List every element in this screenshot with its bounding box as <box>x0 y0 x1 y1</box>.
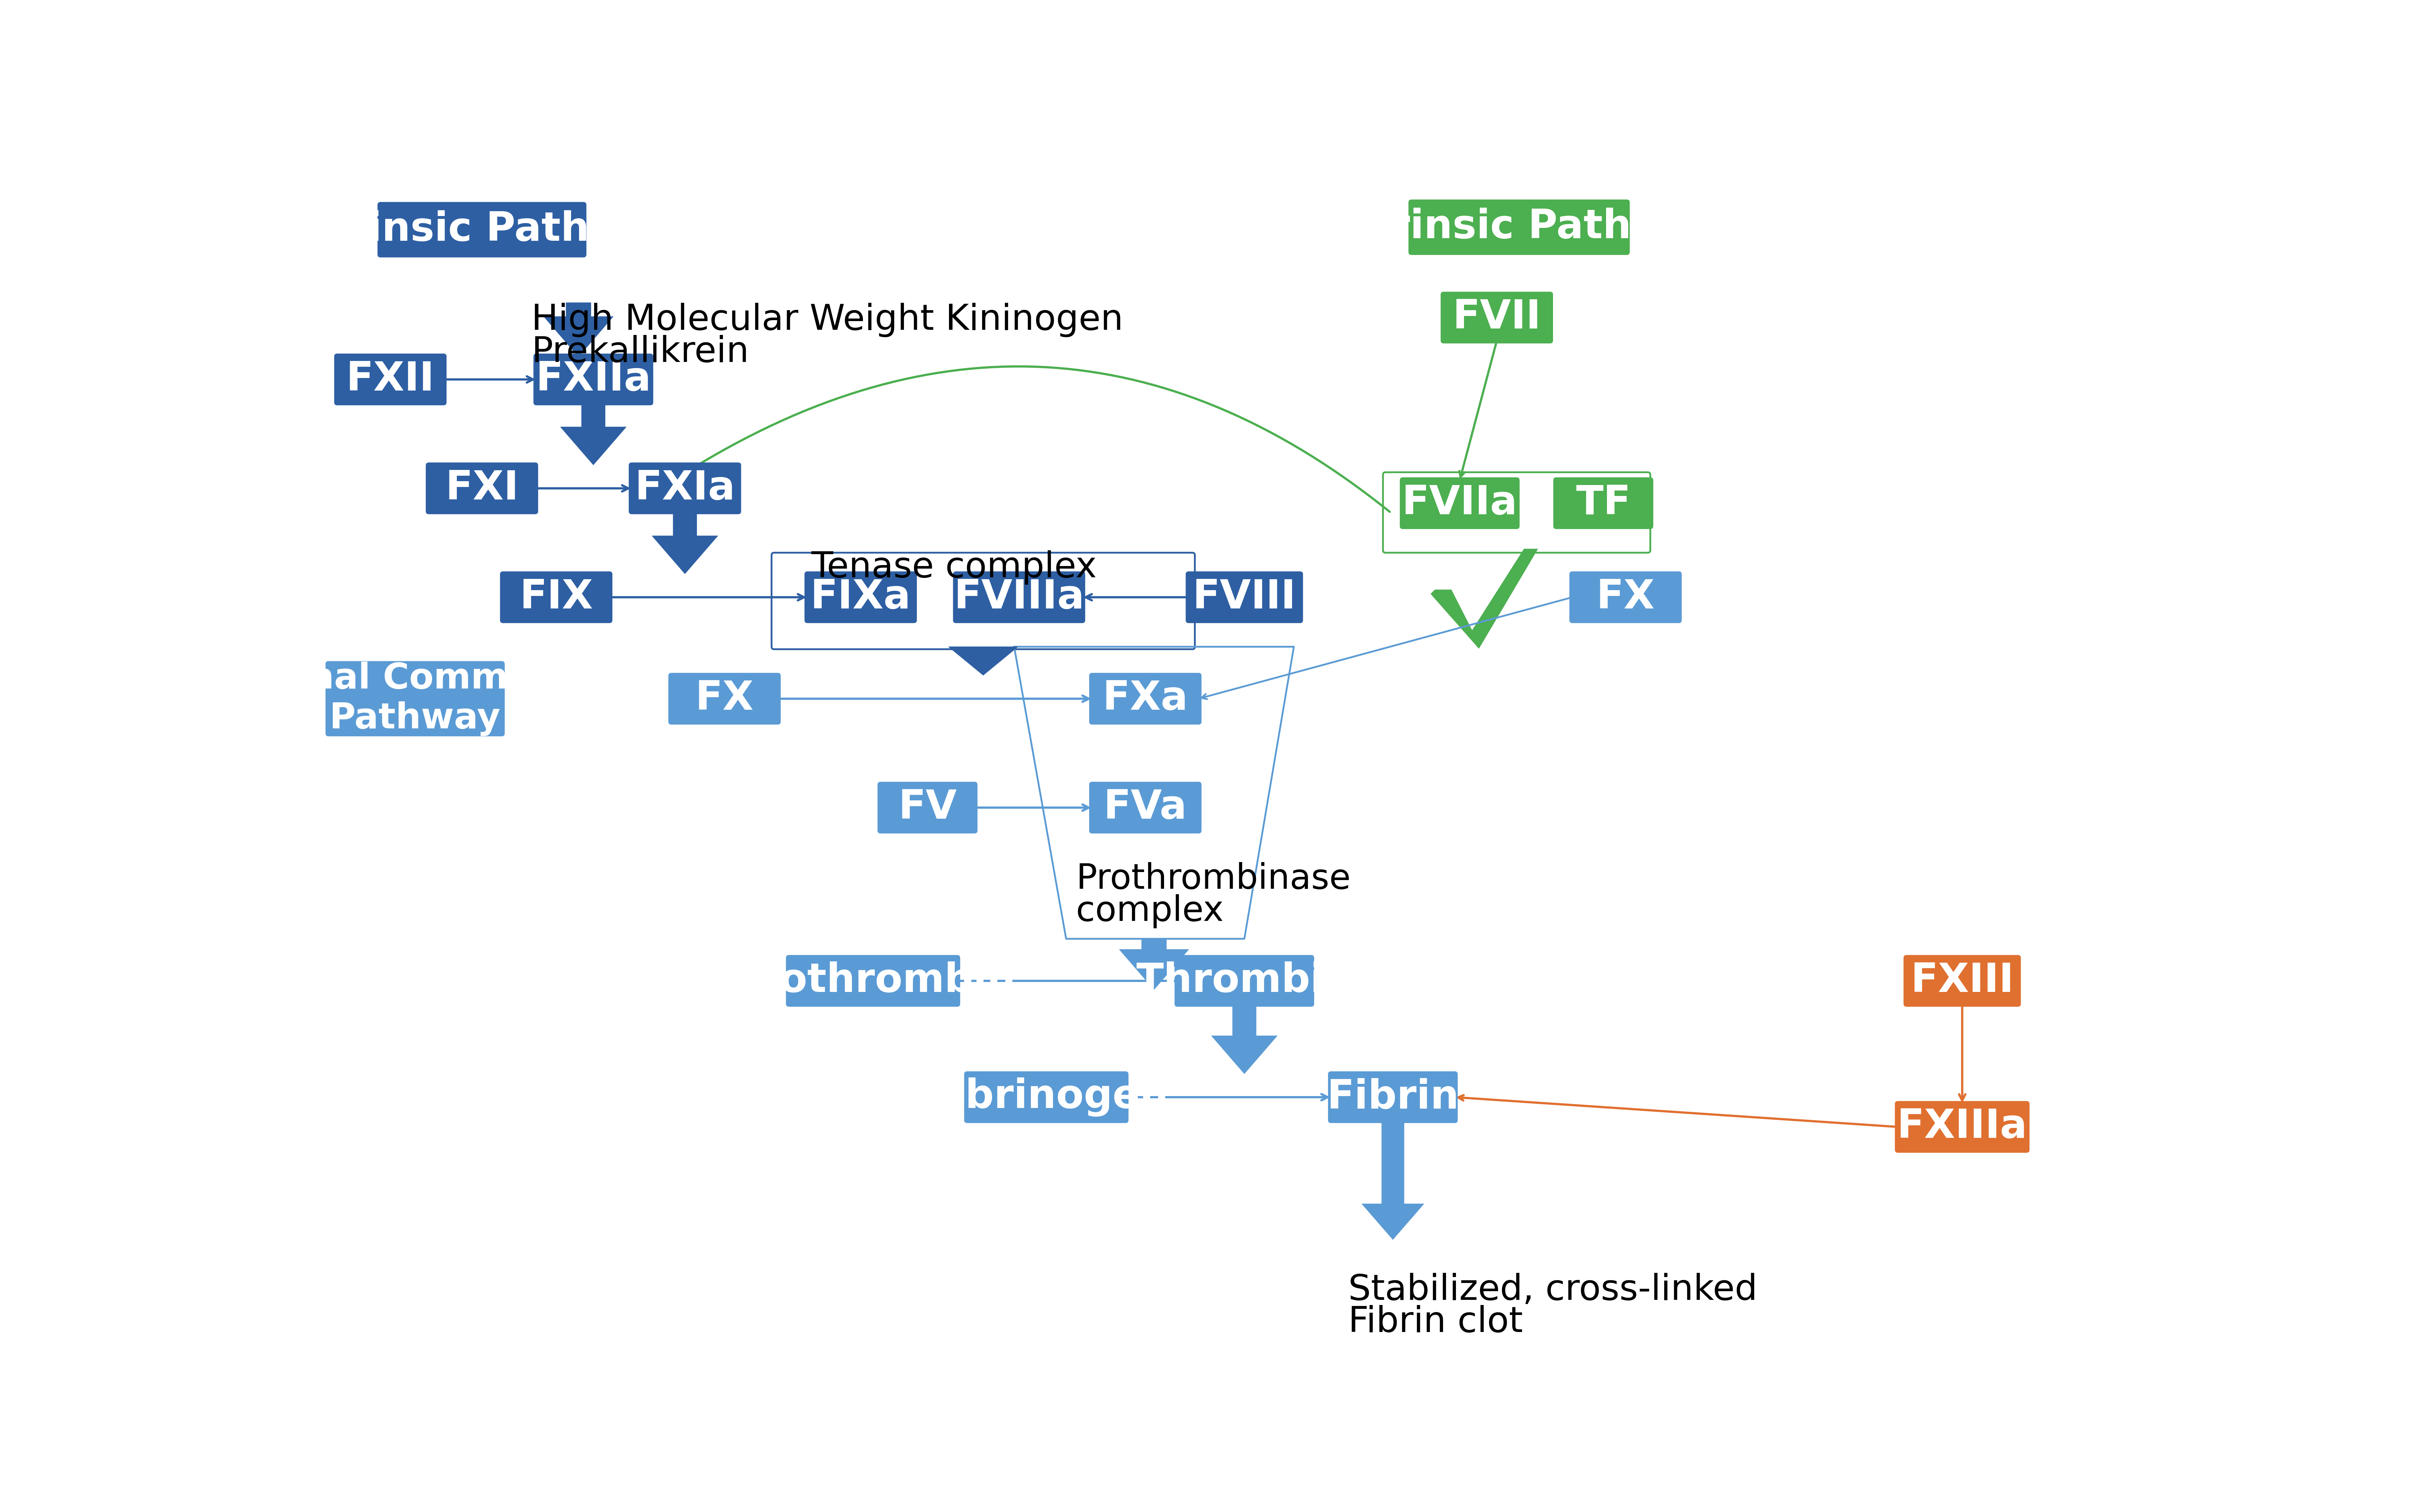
Text: FIXa: FIXa <box>811 578 910 617</box>
FancyArrowPatch shape <box>1460 342 1496 476</box>
FancyArrowPatch shape <box>445 376 533 383</box>
Text: FXIII: FXIII <box>1910 962 2014 1001</box>
Polygon shape <box>1119 939 1189 989</box>
FancyBboxPatch shape <box>1089 673 1201 724</box>
FancyBboxPatch shape <box>1440 292 1552 343</box>
Text: FVa: FVa <box>1104 788 1186 827</box>
FancyBboxPatch shape <box>876 782 978 833</box>
FancyBboxPatch shape <box>1409 200 1629 256</box>
Text: FVIIIa: FVIIIa <box>954 578 1085 617</box>
FancyBboxPatch shape <box>426 463 537 514</box>
Text: Prothrombin: Prothrombin <box>731 962 1017 1001</box>
Text: FVIIa: FVIIa <box>1402 484 1518 523</box>
FancyArrowPatch shape <box>610 594 804 600</box>
FancyBboxPatch shape <box>1089 782 1201 833</box>
Text: Prekallikrein: Prekallikrein <box>533 334 748 369</box>
FancyArrowPatch shape <box>959 978 1174 984</box>
FancyArrowPatch shape <box>1457 1095 1898 1126</box>
FancyArrowPatch shape <box>697 366 1390 511</box>
Polygon shape <box>1363 1120 1424 1240</box>
Text: FX: FX <box>695 679 753 718</box>
Text: FXIa: FXIa <box>634 469 736 508</box>
Text: FXI: FXI <box>445 469 518 508</box>
Text: Tenase complex: Tenase complex <box>811 550 1097 585</box>
Text: FIX: FIX <box>521 578 593 617</box>
Text: Final Common
Pathway: Final Common Pathway <box>271 661 559 736</box>
FancyBboxPatch shape <box>1903 956 2022 1007</box>
Text: Fibrin: Fibrin <box>1327 1078 1460 1117</box>
FancyArrowPatch shape <box>1126 1095 1327 1101</box>
Polygon shape <box>1210 1004 1278 1074</box>
FancyBboxPatch shape <box>1554 478 1654 529</box>
FancyBboxPatch shape <box>1569 572 1683 623</box>
FancyBboxPatch shape <box>1329 1072 1457 1123</box>
Text: Prothrombinase: Prothrombinase <box>1075 862 1351 897</box>
Polygon shape <box>545 302 613 357</box>
FancyBboxPatch shape <box>954 572 1085 623</box>
FancyArrowPatch shape <box>1959 1005 1966 1101</box>
FancyBboxPatch shape <box>1174 956 1315 1007</box>
FancyArrowPatch shape <box>1201 597 1571 699</box>
FancyArrowPatch shape <box>535 485 629 491</box>
Text: complex: complex <box>1075 894 1223 928</box>
Text: FVII: FVII <box>1453 298 1542 337</box>
Text: TF: TF <box>1576 484 1632 523</box>
FancyBboxPatch shape <box>629 463 741 514</box>
Text: FXIIIa: FXIIIa <box>1898 1107 2026 1146</box>
Text: FXII: FXII <box>346 360 433 399</box>
Text: Intrinsic Pathway: Intrinsic Pathway <box>286 210 678 249</box>
FancyBboxPatch shape <box>1399 478 1520 529</box>
FancyArrowPatch shape <box>976 804 1089 810</box>
Text: Stabilized, cross-linked: Stabilized, cross-linked <box>1348 1273 1758 1308</box>
FancyBboxPatch shape <box>324 661 504 736</box>
Text: FV: FV <box>898 788 956 827</box>
Text: FXa: FXa <box>1102 679 1189 718</box>
FancyBboxPatch shape <box>668 673 780 724</box>
FancyArrowPatch shape <box>1085 594 1189 600</box>
Text: Fibrin clot: Fibrin clot <box>1348 1305 1523 1340</box>
FancyBboxPatch shape <box>964 1072 1128 1123</box>
Polygon shape <box>1431 549 1537 649</box>
Text: High Molecular Weight Kininogen: High Molecular Weight Kininogen <box>533 302 1123 337</box>
Text: Extrinsic Pathway: Extrinsic Pathway <box>1317 207 1721 246</box>
FancyBboxPatch shape <box>334 354 445 405</box>
Polygon shape <box>651 513 717 573</box>
FancyBboxPatch shape <box>501 572 613 623</box>
Text: Fibrinogen: Fibrinogen <box>925 1078 1169 1117</box>
FancyBboxPatch shape <box>1186 572 1302 623</box>
FancyBboxPatch shape <box>804 572 918 623</box>
Polygon shape <box>562 404 627 464</box>
FancyArrowPatch shape <box>780 696 1089 702</box>
FancyBboxPatch shape <box>378 203 586 257</box>
Text: FXIIa: FXIIa <box>535 360 651 399</box>
Text: FX: FX <box>1595 578 1656 617</box>
FancyBboxPatch shape <box>1896 1101 2029 1152</box>
Text: Thrombin: Thrombin <box>1135 962 1353 1001</box>
Polygon shape <box>949 647 1017 676</box>
FancyBboxPatch shape <box>533 354 654 405</box>
Text: FVIII: FVIII <box>1194 578 1295 617</box>
FancyBboxPatch shape <box>787 956 961 1007</box>
